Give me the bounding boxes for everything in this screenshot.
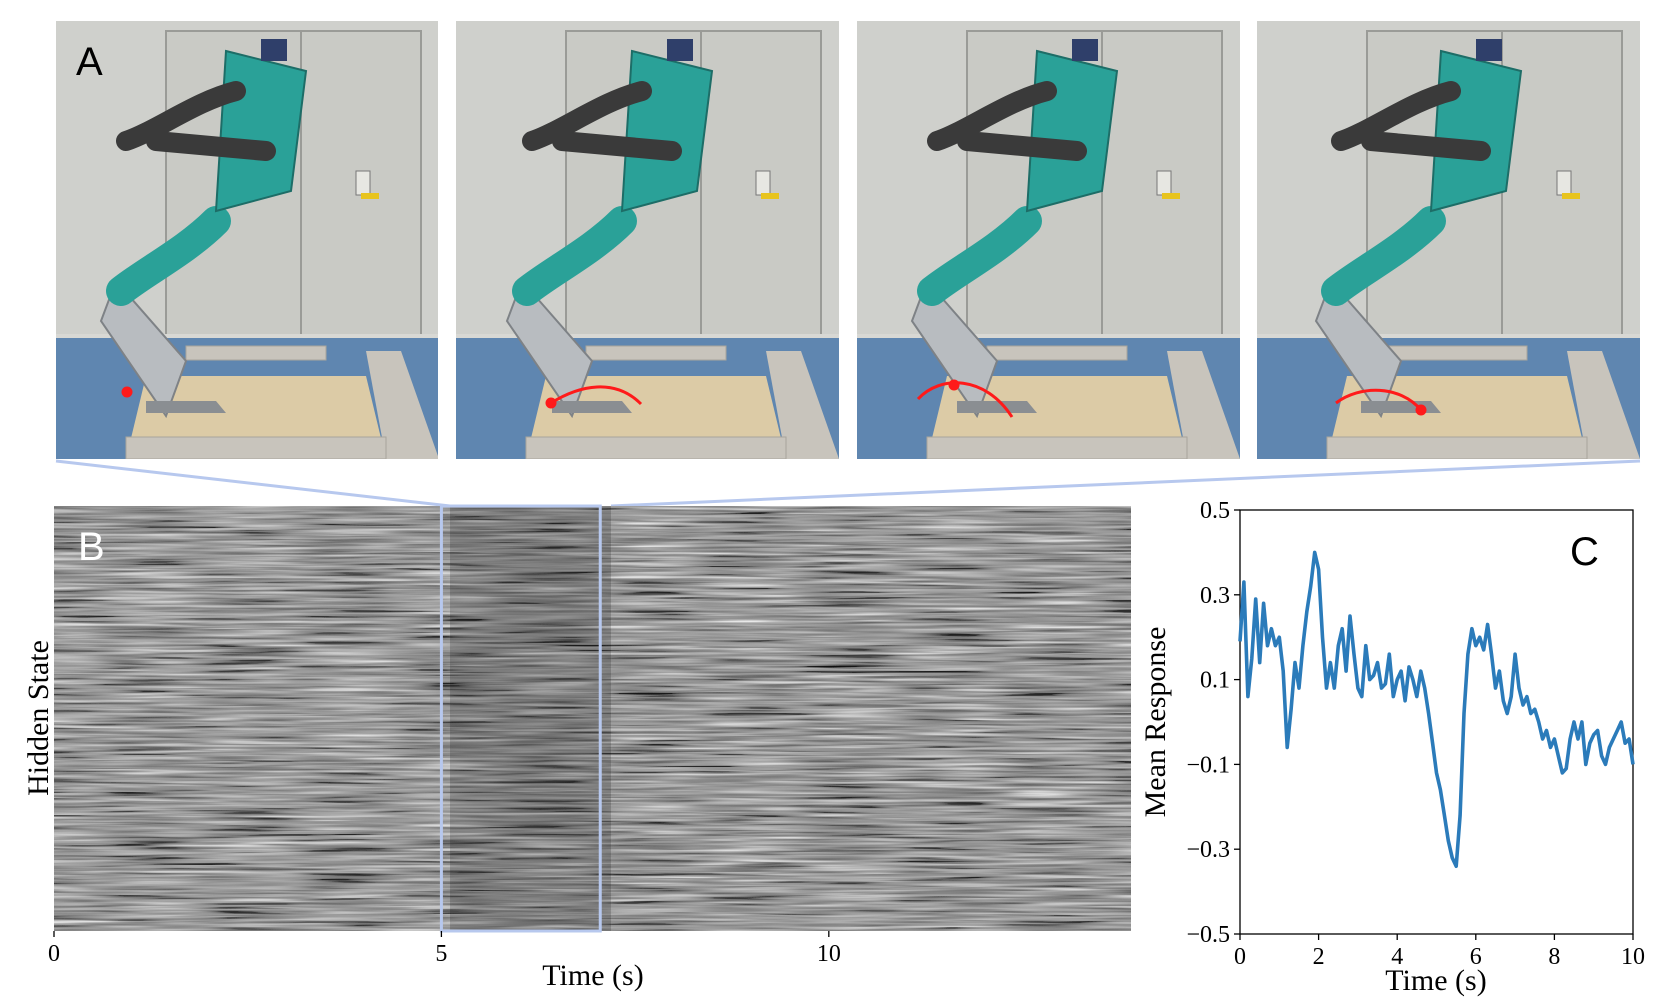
- panel-b: B 0 5 10 Time (s) Hidden State: [22, 504, 1131, 992]
- door-handle: [1156, 170, 1172, 196]
- robot-shin: [1314, 279, 1403, 419]
- robot-torso: [214, 49, 308, 213]
- line-chart-y-tick-label: 0.3: [1200, 583, 1230, 609]
- line-chart-y-tick-label: −0.5: [1186, 922, 1230, 948]
- brick-front: [1326, 436, 1588, 459]
- panel-a-label: A: [76, 40, 103, 84]
- photo-frame-3: [857, 21, 1240, 459]
- robot-arm: [116, 81, 276, 161]
- brick-front: [926, 436, 1188, 459]
- foot-marker-1: [121, 386, 133, 398]
- brick-border: [1167, 351, 1240, 459]
- photo-frame-1: [56, 21, 438, 459]
- foot-marker-3: [948, 379, 960, 391]
- brick-row: [1386, 345, 1528, 361]
- door-handle: [1556, 170, 1572, 196]
- line-chart-y-tick-label: −0.3: [1186, 837, 1230, 863]
- robot-arm: [927, 81, 1087, 161]
- robot-torso: [620, 49, 714, 213]
- panel-c: 0 2 4 6 8 100.50.30.1−0.1−0.3−0.5 C Time (s) …: [1139, 498, 1645, 997]
- line-chart-axes: 0 2 4 6 8 10 0.5 0.3 0.1 −0.1 −0.3 −0.5: [1186, 498, 1645, 970]
- brick-border: [766, 351, 839, 459]
- robot-thigh: [917, 206, 1042, 306]
- line-chart-x-tick-label: 8: [1548, 944, 1560, 970]
- robot-thigh: [512, 206, 637, 306]
- foot-trajectory-3: [916, 381, 1014, 418]
- heatmap-x-tick-label: 5: [435, 941, 447, 967]
- robot-sensor-head: [1072, 39, 1098, 61]
- foot-marker-2: [545, 397, 557, 409]
- door-handle: [755, 170, 771, 196]
- line-chart-x-tick-label: 0: [1234, 944, 1246, 970]
- foot-marker-4: [1415, 404, 1427, 416]
- panel-c-label: C: [1570, 530, 1599, 574]
- heatmap-x-tick-label: 10: [817, 941, 841, 967]
- photo-frame-4: [1257, 21, 1640, 459]
- brick-row: [585, 345, 727, 361]
- door-latch: [361, 193, 379, 199]
- robot-thigh: [1321, 206, 1446, 306]
- line-chart-x-tick-label: 6: [1470, 944, 1482, 970]
- zoom-connector: [55, 459, 1641, 508]
- heatmap-x-label: Time (s): [542, 959, 643, 992]
- robot-foot: [146, 401, 226, 413]
- heatmap-window-shade: [450, 506, 611, 931]
- brick-border: [366, 351, 438, 459]
- robot-foot: [957, 401, 1037, 413]
- heatmap-y-label: Hidden State: [22, 640, 55, 796]
- line-chart-x-tick-label: 2: [1313, 944, 1325, 970]
- line-chart-y-tick-label: 0.1: [1200, 668, 1230, 694]
- line-chart-y-tick-label: 0.5: [1200, 498, 1230, 524]
- highlight-window: [439, 504, 602, 933]
- line-chart-x-tick-label: 4: [1391, 944, 1403, 970]
- robot-torso: [1025, 49, 1119, 213]
- mean-response-series-line: [1238, 550, 1635, 868]
- line-chart-x-tick-label: 10: [1621, 944, 1645, 970]
- door-handle: [355, 170, 371, 196]
- photo-frame-2: [456, 21, 839, 459]
- zoom-connector-left: [55, 459, 451, 508]
- photo-frames: [56, 21, 1640, 459]
- robot-foot: [552, 401, 632, 413]
- line-chart-y-label: Mean Response: [1139, 627, 1172, 818]
- foot-trajectory-2: [550, 385, 643, 406]
- heatmap-x-tick-label: 0: [48, 941, 60, 967]
- robot-shin: [910, 279, 999, 419]
- line-chart-y-tick-label: −0.1: [1186, 752, 1230, 778]
- zoom-connector-right: [610, 459, 1641, 508]
- robot-sensor-head: [1476, 39, 1502, 61]
- line-chart-frame: [1239, 509, 1634, 935]
- panel-b-label: B: [78, 525, 105, 569]
- robot-shin: [99, 279, 188, 419]
- robot-foot: [1361, 401, 1441, 413]
- heatmap-x-axis: 0 5 10: [48, 931, 841, 967]
- door-latch: [1562, 193, 1580, 199]
- robot-thigh: [106, 206, 231, 306]
- brick-row: [986, 345, 1128, 361]
- brick-front: [525, 436, 787, 459]
- line-chart-x-label: Time (s): [1385, 964, 1486, 997]
- heatmap-cells: [54, 506, 1131, 931]
- brick-front: [125, 436, 387, 459]
- door-latch: [761, 193, 779, 199]
- robot-arm: [1331, 81, 1491, 161]
- foot-trajectory-4: [1335, 388, 1423, 411]
- robot-sensor-head: [261, 39, 287, 61]
- panel-a: A: [56, 21, 1640, 459]
- brick-row: [185, 345, 327, 361]
- brick-border: [1567, 351, 1640, 459]
- robot-sensor-head: [667, 39, 693, 61]
- robot-torso: [1429, 49, 1523, 213]
- robot-shin: [505, 279, 594, 419]
- robot-arm: [522, 81, 682, 161]
- door-latch: [1162, 193, 1180, 199]
